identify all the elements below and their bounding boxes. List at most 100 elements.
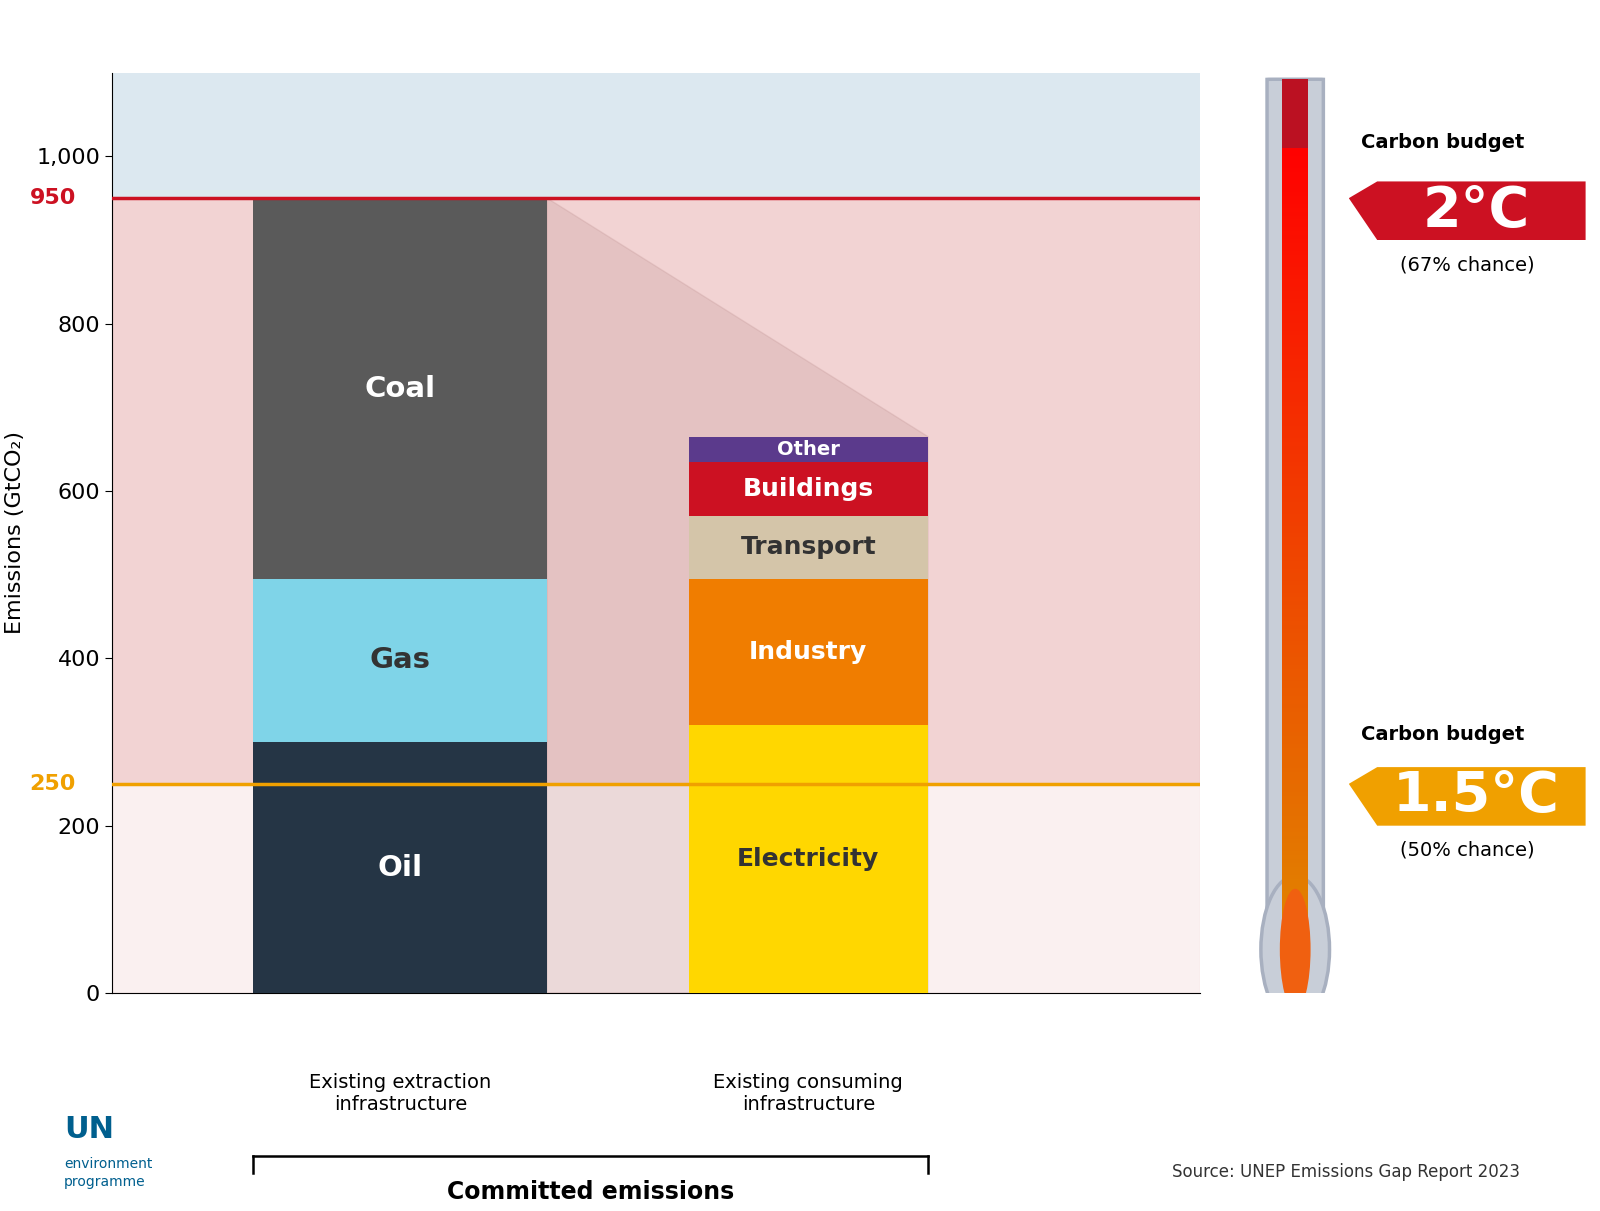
Bar	[1282, 578, 1309, 581]
Bar	[1282, 677, 1309, 681]
Bar	[1282, 811, 1309, 816]
Bar	[1282, 644, 1309, 649]
Bar	[1282, 780, 1309, 784]
Polygon shape	[547, 199, 928, 993]
Bar	[1282, 541, 1309, 545]
Bar	[1282, 557, 1309, 561]
Bar	[1282, 216, 1309, 219]
Bar	[1282, 411, 1309, 414]
Bar	[112, 73, 1200, 199]
Bar	[1282, 231, 1309, 235]
Bar	[1282, 334, 1309, 339]
Bar	[1282, 184, 1309, 188]
Text: environment: environment	[64, 1157, 152, 1171]
Bar	[1282, 268, 1309, 271]
Text: Carbon budget: Carbon budget	[1360, 724, 1525, 744]
Bar	[1282, 716, 1309, 721]
Bar	[1282, 768, 1309, 771]
Bar	[1282, 478, 1309, 482]
Bar	[1282, 379, 1309, 383]
Bar	[1282, 303, 1309, 306]
Bar	[1282, 299, 1309, 303]
Bar	[1282, 661, 1309, 665]
Text: Buildings: Buildings	[742, 477, 874, 501]
Bar	[1282, 616, 1309, 621]
Bar	[1282, 907, 1309, 911]
Bar	[1282, 851, 1309, 855]
Bar	[1282, 224, 1309, 228]
Bar	[1282, 689, 1309, 693]
Bar	[1282, 470, 1309, 474]
Text: 1.5°C: 1.5°C	[1394, 769, 1560, 823]
Bar	[1282, 776, 1309, 780]
Bar	[1282, 848, 1309, 851]
Bar	[1282, 430, 1309, 434]
Bar	[1282, 407, 1309, 411]
Bar	[1282, 867, 1309, 871]
Bar	[1282, 398, 1309, 402]
Text: Electricity: Electricity	[738, 848, 880, 871]
Bar	[1282, 327, 1309, 331]
Bar	[1282, 808, 1309, 811]
Bar	[1282, 764, 1309, 768]
Text: Existing extraction
infrastructure: Existing extraction infrastructure	[309, 1073, 491, 1113]
Bar	[1282, 287, 1309, 291]
Bar	[1282, 752, 1309, 756]
Bar	[1282, 243, 1309, 247]
Bar	[1282, 609, 1309, 613]
Text: Other: Other	[778, 440, 840, 459]
Bar	[1282, 712, 1309, 716]
Bar	[1282, 346, 1309, 351]
Bar	[1282, 935, 1309, 939]
Bar	[1282, 466, 1309, 470]
Bar	[1282, 513, 1309, 517]
Bar	[1282, 589, 1309, 593]
Bar	[1282, 613, 1309, 616]
Bar	[1282, 721, 1309, 724]
Bar	[1282, 724, 1309, 728]
Bar	[1282, 621, 1309, 625]
Bar	[1282, 148, 1309, 151]
FancyBboxPatch shape	[1267, 79, 1323, 943]
Bar	[1282, 188, 1309, 191]
Bar	[112, 199, 1200, 784]
Bar	[1282, 212, 1309, 216]
Bar	[1282, 668, 1309, 672]
Bar	[1282, 585, 1309, 589]
Bar	[253, 199, 547, 579]
Bar	[1282, 916, 1309, 919]
Text: UN: UN	[64, 1115, 114, 1144]
Bar	[253, 742, 547, 993]
Bar	[1282, 606, 1309, 609]
Bar	[1282, 728, 1309, 733]
Bar	[1282, 252, 1309, 256]
Bar	[688, 516, 928, 579]
Bar	[1282, 172, 1309, 176]
Text: Carbon budget: Carbon budget	[1360, 133, 1525, 153]
Bar	[1282, 816, 1309, 820]
Bar	[1282, 665, 1309, 668]
Y-axis label: Emissions (GtCO₂): Emissions (GtCO₂)	[5, 431, 26, 635]
Bar	[1282, 855, 1309, 860]
Bar	[1282, 156, 1309, 160]
Bar	[1282, 203, 1309, 207]
Bar	[1282, 454, 1309, 458]
Text: (50% chance): (50% chance)	[1400, 840, 1534, 860]
Bar	[1282, 482, 1309, 486]
Bar	[1282, 418, 1309, 423]
Bar	[1282, 641, 1309, 644]
Bar	[1282, 696, 1309, 700]
Bar	[1282, 291, 1309, 295]
Bar	[1282, 235, 1309, 240]
Bar	[1282, 339, 1309, 343]
Text: (67% chance): (67% chance)	[1400, 256, 1534, 274]
Bar	[1282, 263, 1309, 268]
Bar	[1282, 569, 1309, 573]
Bar	[1282, 903, 1309, 907]
Bar	[1282, 386, 1309, 390]
Bar	[1282, 820, 1309, 823]
Bar	[1282, 367, 1309, 371]
Bar	[1282, 629, 1309, 633]
Bar	[1282, 442, 1309, 446]
Bar	[1282, 256, 1309, 259]
